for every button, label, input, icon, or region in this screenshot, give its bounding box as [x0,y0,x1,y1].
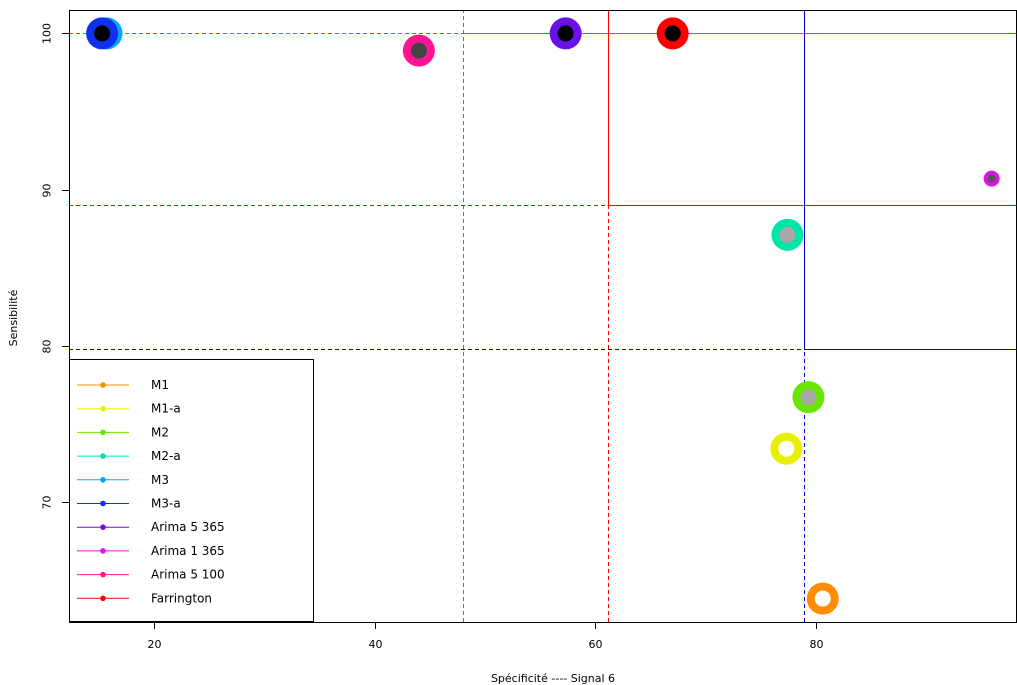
legend-label-m3: M3 [151,473,169,487]
legend-label-arima-5-365: Arima 5 365 [151,520,225,534]
legend-marker-m1-a [100,405,106,412]
data-point-center-m2 [800,389,817,406]
legend-label-farrington: Farrington [151,591,212,605]
x-axis-label: Spécificité ---- Signal 6 [491,672,615,685]
x-tick-label-80: 80 [810,638,824,651]
data-point-center-m1-a [778,440,795,457]
data-points [86,17,1000,615]
data-point-center-arima-5-100 [410,42,427,59]
data-point-center-farrington [664,25,681,42]
legend-marker-m3 [100,477,106,483]
legend-marker-m3-a [100,500,106,507]
y-axis-label: Sensibilité [7,289,20,346]
data-point-center-m3-a [94,25,111,42]
legend-box [69,359,314,622]
reference-lines [69,10,1017,622]
legend-label-arima-5-100: Arima 5 100 [151,568,225,582]
y-tick-label-70: 70 [41,496,54,510]
data-point-center-arima-5-365 [557,25,574,42]
legend: M1 M1-a M2 M2-a M3 M3-a Arima 5 365 Arima 1 365… [69,359,314,622]
legend-marker-farrington [100,595,106,602]
legend-label-m2-a: M2-a [151,449,181,463]
x-tick-label-40: 40 [369,638,383,651]
data-point-center-arima-1-365 [987,174,996,183]
data-point-center-m1 [814,590,831,607]
legend-marker-arima-1-365 [100,548,106,554]
y-tick-label-100: 100 [41,23,54,44]
data-point-center-m2-a [779,226,796,243]
legend-label-arima-1-365: Arima 1 365 [151,544,225,558]
legend-label-m1-a: M1-a [151,402,181,416]
legend-label-m1: M1 [151,378,169,392]
x-tick-label-20: 20 [148,638,162,651]
legend-marker-m2 [100,429,106,436]
legend-label-m3-a: M3-a [151,497,181,511]
legend-marker-m1 [100,382,106,388]
y-tick-label-80: 80 [41,340,54,354]
legend-marker-m2-a [100,453,106,459]
x-tick-label-60: 60 [589,638,603,651]
y-tick-label-90: 90 [41,184,54,198]
legend-label-m2: M2 [151,425,169,439]
axes: 20 40 60 80 70 80 90 100 [41,23,824,651]
legend-marker-arima-5-365 [100,524,106,530]
legend-marker-arima-5-100 [100,571,106,578]
